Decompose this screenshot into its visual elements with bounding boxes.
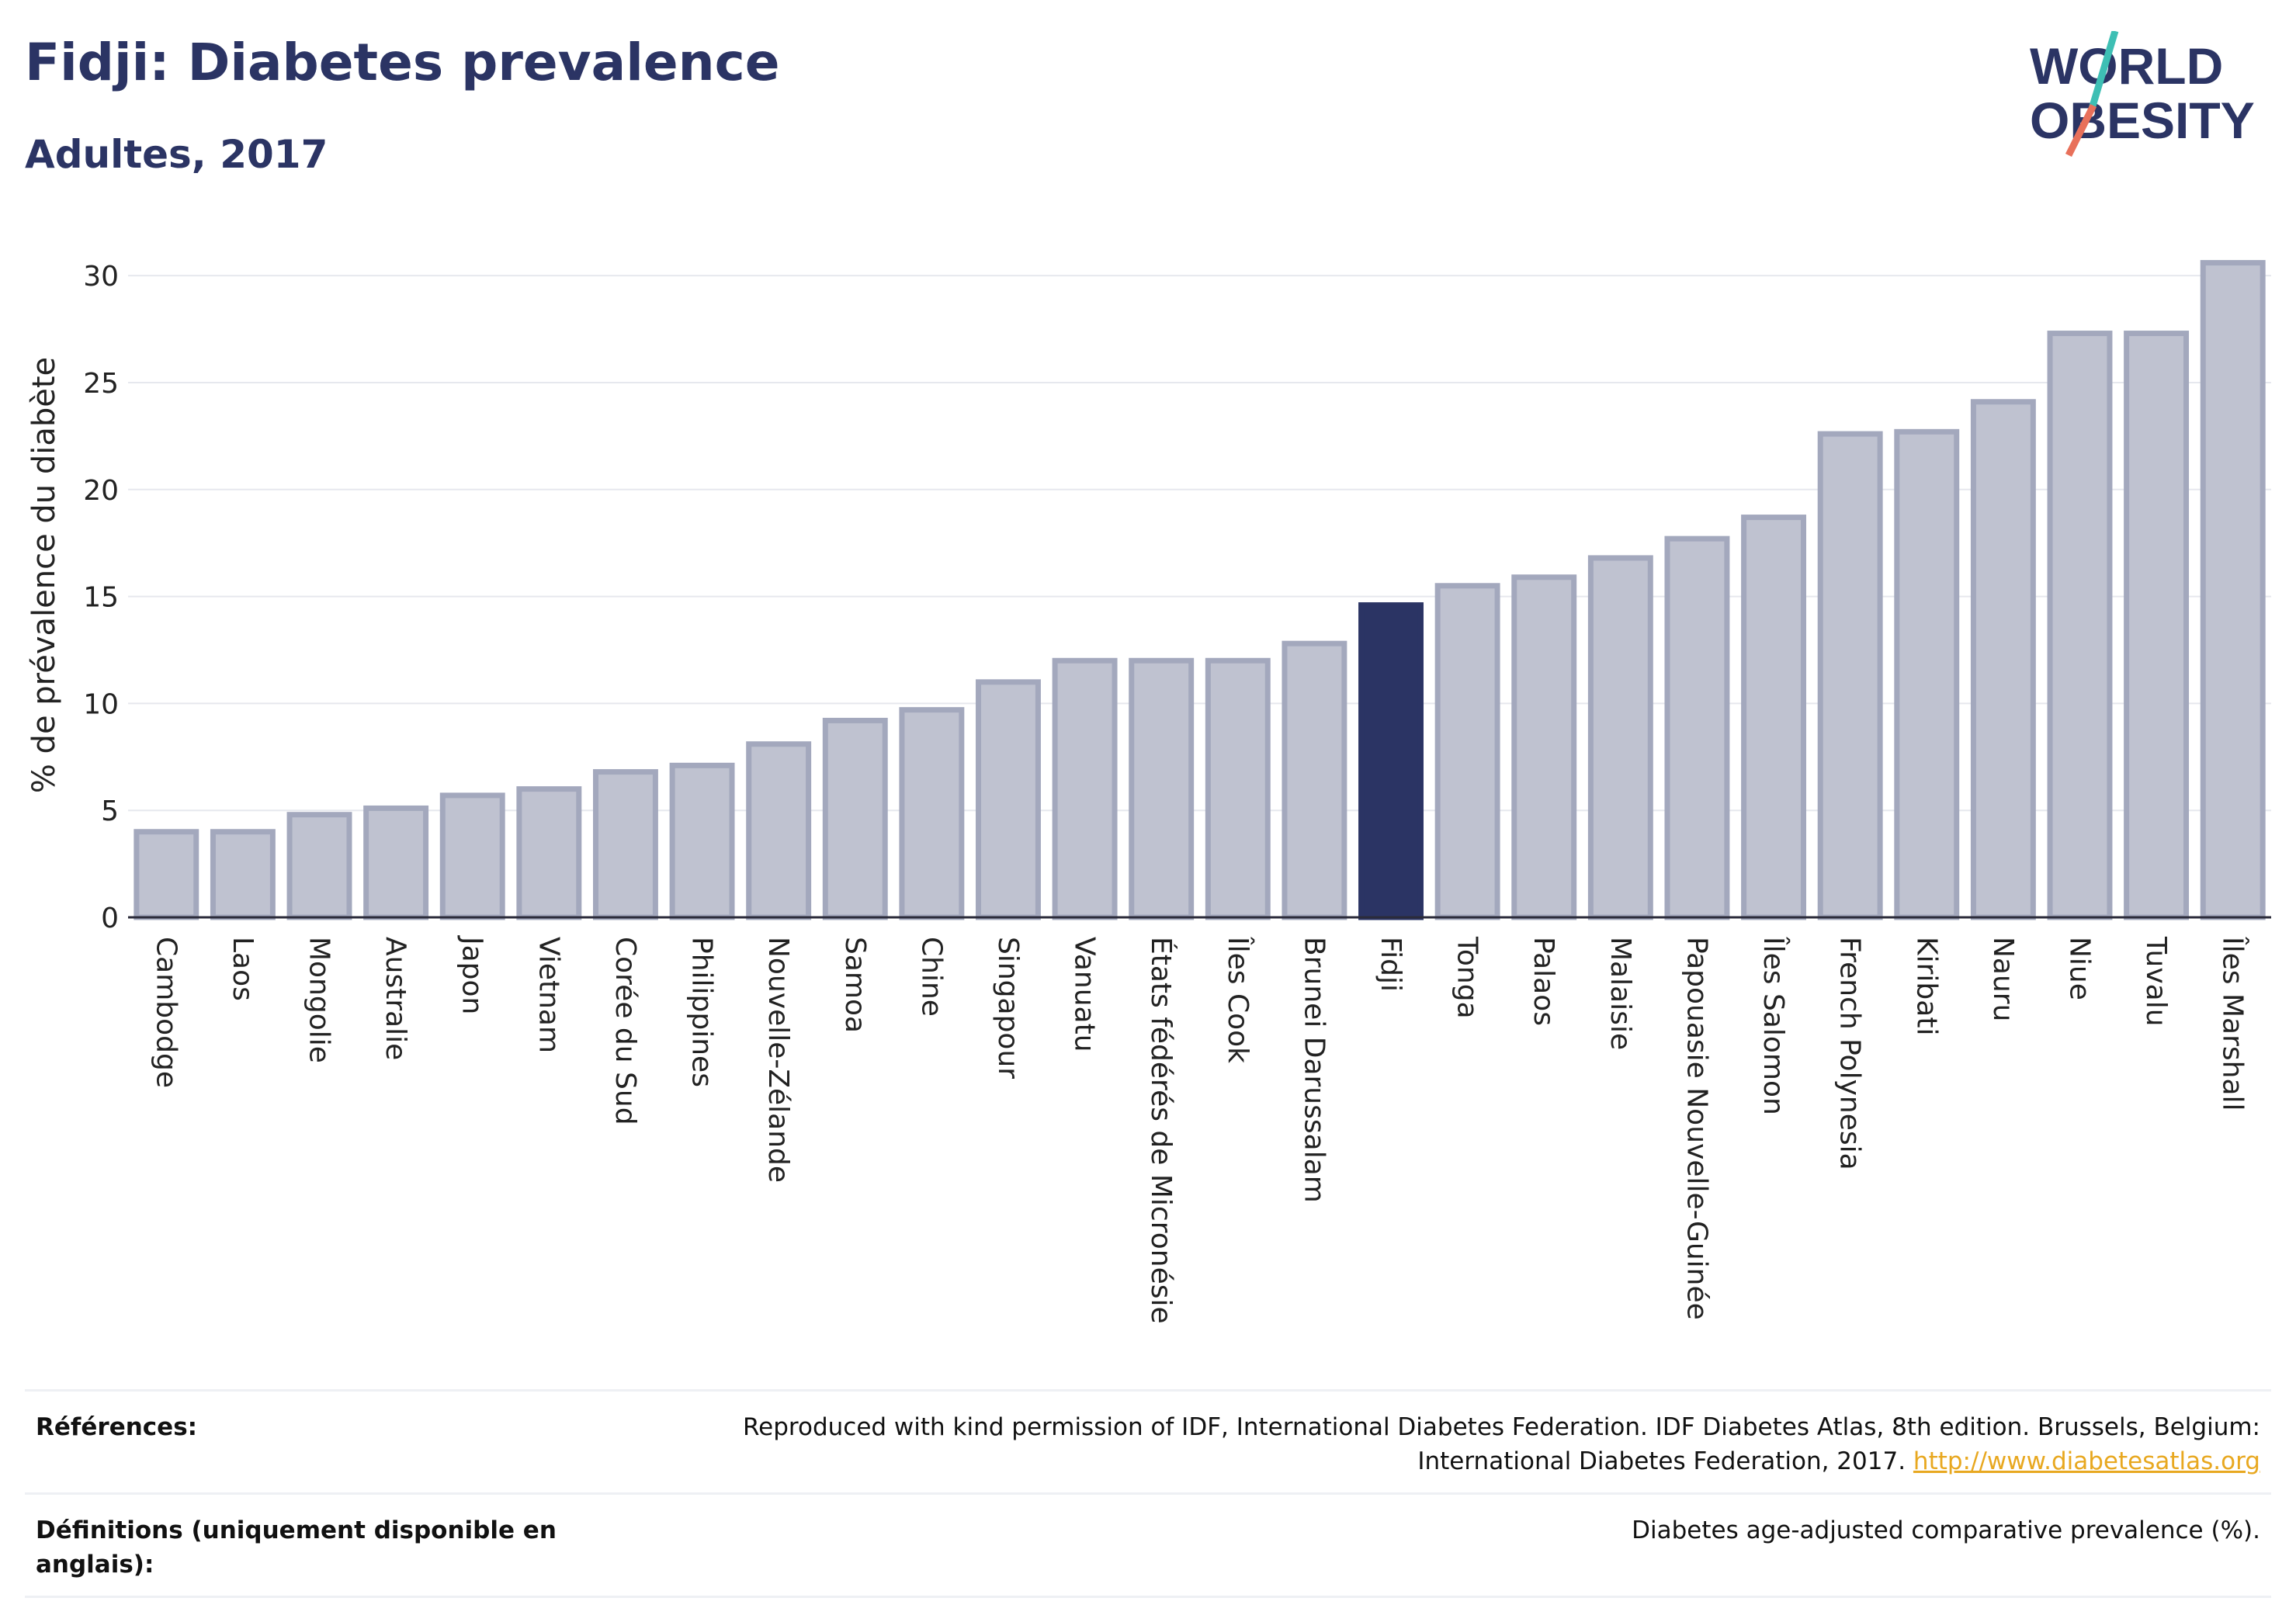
x-tick-label: Brunei Darussalam <box>1298 937 1330 1203</box>
logo-text-world: WORLD <box>2030 37 2223 95</box>
bar <box>1205 657 1271 920</box>
x-tick-label: Niue <box>2063 937 2095 1000</box>
bar <box>1894 428 1960 920</box>
bar <box>1052 657 1118 920</box>
bar <box>1970 399 2036 920</box>
x-tick-label: Kiribati <box>1910 937 1942 1035</box>
x-tick-label: Laos <box>227 937 258 1001</box>
x-tick-label: Îles Salomon <box>1757 936 1790 1115</box>
y-tick-label: 30 <box>83 261 119 293</box>
chart-title: Fidji: Diabetes prevalence <box>25 33 780 92</box>
x-tick-label: Palaos <box>1528 937 1559 1026</box>
bar <box>210 829 276 920</box>
y-tick-label: 25 <box>83 368 119 400</box>
x-tick-label: Singapour <box>992 937 1024 1079</box>
bar <box>746 741 812 920</box>
bar <box>669 762 735 920</box>
logo-slash-coral <box>2065 103 2097 158</box>
logo-slash-teal <box>2088 31 2119 110</box>
x-tick-label: Philippines <box>686 937 718 1087</box>
x-tick-label: Fidji <box>1375 937 1406 992</box>
bar <box>976 679 1041 920</box>
bar <box>286 812 352 920</box>
x-tick-label: Mongolie <box>303 937 335 1063</box>
definitions-label: Définitions (uniquement disponible en an… <box>36 1516 557 1579</box>
x-tick-label: Papouasie Nouvelle-Guinée <box>1680 937 1712 1320</box>
bar <box>1817 431 1883 920</box>
bar-chart: 0 5 10 15 20 25 30 % de prévalence du diabète Ca… <box>26 260 2271 1324</box>
x-tick-label: Japon <box>456 935 488 1014</box>
diabetes-atlas-link[interactable]: http://www.diabetesatlas.org <box>1913 1447 2260 1475</box>
world-obesity-logo: WORLD OBESITY <box>2030 31 2255 158</box>
x-tick-label: Tonga <box>1451 936 1483 1019</box>
definitions-row: Définitions (uniquement disponible en an… <box>25 1492 2271 1598</box>
references-table: Références: Reproduced with kind permiss… <box>25 1389 2271 1598</box>
bar <box>1741 515 1807 920</box>
x-tick-label: Vietnam <box>532 937 564 1053</box>
x-tick-label: Nouvelle-Zélande <box>762 937 794 1183</box>
bar <box>516 786 582 920</box>
bar <box>1434 583 1500 920</box>
x-tick-label: Îles Cook <box>1222 936 1254 1063</box>
x-tick-label: Malaisie <box>1604 937 1636 1050</box>
bar <box>592 769 658 920</box>
chart-subtitle: Adultes, 2017 <box>25 132 328 177</box>
x-tick-label: Îles Marshall <box>2217 936 2249 1111</box>
bar <box>134 829 199 920</box>
y-tick-label: 20 <box>83 475 119 507</box>
x-tick-label: Nauru <box>1987 937 2019 1021</box>
y-tick-label: 10 <box>83 688 119 720</box>
bar <box>363 805 429 920</box>
bar <box>1511 574 1577 920</box>
x-tick-label: Corée du Sud <box>609 937 641 1125</box>
references-label: Références: <box>36 1413 198 1441</box>
y-tick-label: 15 <box>83 582 119 614</box>
references-text-block: Reproduced with kind permission of IDF, … <box>615 1410 2260 1478</box>
bar <box>439 792 505 920</box>
bar <box>1282 640 1347 920</box>
bar <box>2047 331 2113 920</box>
x-tick-label: Chine <box>915 937 947 1017</box>
references-row: Références: Reproduced with kind permiss… <box>25 1389 2271 1492</box>
x-tick-label: French Polynesia <box>1834 937 1866 1170</box>
logo-text-obesity: OBESITY <box>2030 92 2255 149</box>
bar <box>2124 331 2190 920</box>
y-axis-title: % de prévalence du diabète <box>26 357 62 793</box>
bar <box>822 717 888 920</box>
bar <box>899 707 965 920</box>
x-tick-label: États fédérés de Micronésie <box>1145 937 1177 1324</box>
bar <box>2200 260 2266 920</box>
bar <box>1358 602 1424 920</box>
x-tick-label: Vanuatu <box>1069 937 1101 1052</box>
x-tick-label: Cambodge <box>150 937 182 1088</box>
bar <box>1587 555 1653 920</box>
bar <box>1664 535 1730 920</box>
x-tick-label: Samoa <box>839 937 871 1033</box>
definitions-text: Diabetes age-adjusted comparative preval… <box>1632 1516 2260 1544</box>
references-text: Reproduced with kind permission of IDF, … <box>743 1413 2260 1475</box>
y-tick-label: 5 <box>101 795 119 827</box>
x-tick-label: Tuvalu <box>2140 936 2172 1027</box>
y-tick-label: 0 <box>101 903 119 934</box>
x-tick-label: Australie <box>380 937 411 1060</box>
bar <box>1129 657 1195 920</box>
